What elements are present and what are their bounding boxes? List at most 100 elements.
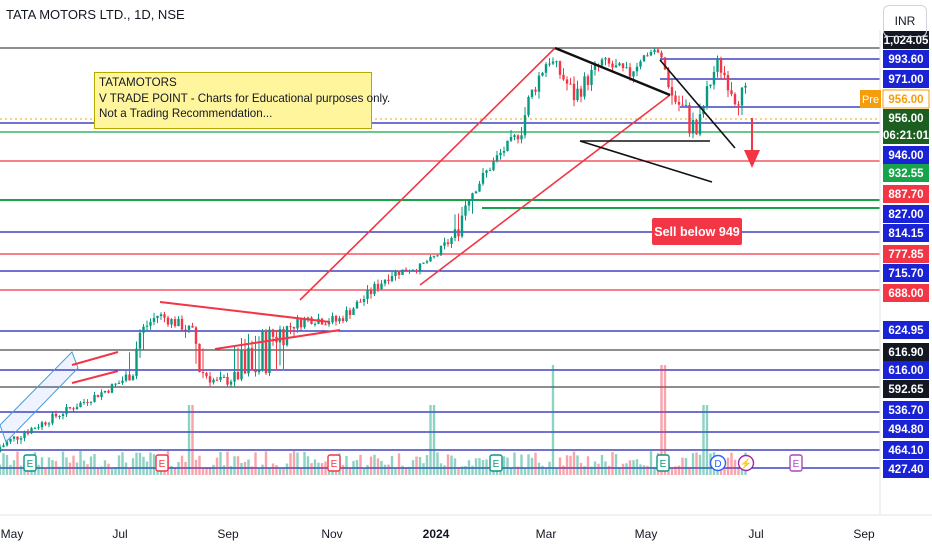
candle-body bbox=[138, 332, 142, 349]
candle-body bbox=[415, 270, 418, 272]
candle-body bbox=[635, 66, 639, 72]
volume-bar bbox=[485, 459, 488, 475]
candle-body bbox=[684, 105, 688, 107]
volume-bar bbox=[219, 451, 222, 475]
candle-body bbox=[124, 374, 128, 381]
volume-bar bbox=[621, 463, 625, 475]
volume-bar bbox=[306, 456, 310, 475]
volume-bar bbox=[674, 466, 677, 475]
volume-bar bbox=[40, 457, 44, 475]
candle-body bbox=[33, 428, 37, 430]
price-label-bg-4 bbox=[883, 109, 929, 127]
candle-body bbox=[534, 89, 537, 92]
volume-bar bbox=[19, 465, 23, 475]
volume-bar bbox=[131, 458, 135, 475]
candle-body bbox=[289, 326, 292, 328]
candle-body bbox=[51, 413, 54, 424]
candle-body bbox=[698, 114, 702, 135]
candle-body bbox=[282, 329, 285, 346]
candle-body bbox=[562, 74, 565, 80]
candle-body bbox=[355, 301, 359, 309]
candle-body bbox=[233, 372, 236, 382]
volume-bar bbox=[383, 464, 387, 475]
volume-bar bbox=[75, 462, 79, 475]
candle-body bbox=[429, 256, 432, 262]
candle-body bbox=[222, 376, 226, 378]
volume-bar bbox=[324, 461, 327, 475]
channel-upper-line bbox=[299, 47, 556, 301]
volume-bar bbox=[376, 458, 380, 475]
volume-bar bbox=[68, 462, 72, 475]
volume-bar bbox=[663, 365, 667, 475]
candle-body bbox=[271, 329, 275, 337]
volume-bar bbox=[37, 464, 40, 475]
candle-body bbox=[37, 427, 40, 429]
candle-body bbox=[383, 279, 387, 284]
candle-body bbox=[565, 79, 569, 84]
candle-body bbox=[145, 325, 149, 327]
price-label-0: 1,024.05 bbox=[884, 35, 929, 47]
price-label-bg-0 bbox=[883, 31, 929, 49]
candle-body bbox=[334, 316, 338, 322]
price-label-bg-8 bbox=[883, 185, 929, 203]
volume-bar bbox=[117, 455, 121, 475]
candle-body bbox=[303, 318, 306, 328]
x-tick-0: May bbox=[1, 527, 24, 541]
volume-bar bbox=[516, 466, 520, 475]
price-label-10: 814.15 bbox=[888, 228, 924, 240]
candle-body bbox=[103, 390, 107, 393]
falling-line bbox=[659, 59, 736, 149]
candle-body bbox=[369, 289, 373, 295]
candle-body bbox=[23, 432, 26, 439]
volume-bar bbox=[110, 468, 114, 475]
candle-body bbox=[205, 373, 208, 377]
candle-body bbox=[198, 343, 201, 373]
price-label-bg-16 bbox=[883, 361, 929, 379]
candle-body bbox=[642, 55, 646, 62]
event-marker-6 bbox=[737, 454, 755, 472]
candle-body bbox=[152, 318, 156, 322]
candle-body bbox=[674, 95, 677, 102]
volume-bar bbox=[380, 460, 383, 475]
candle-body bbox=[257, 370, 261, 373]
volume-bar bbox=[86, 464, 89, 475]
event-marker-label-7: E bbox=[793, 459, 800, 470]
candle-body bbox=[366, 289, 369, 300]
candle-body bbox=[156, 315, 159, 319]
symbol-title: TATA MOTORS LTD., 1D, NSE bbox=[6, 7, 185, 22]
candle-body bbox=[709, 84, 712, 87]
candle-body bbox=[723, 72, 726, 76]
candle-body bbox=[243, 349, 247, 374]
volume-bar bbox=[562, 465, 565, 475]
volume-bar bbox=[271, 463, 275, 475]
volume-bar bbox=[457, 466, 460, 475]
volume-bar bbox=[2, 453, 5, 475]
candle-body bbox=[432, 256, 436, 258]
rising-channel-box bbox=[0, 351, 79, 443]
candle-body bbox=[187, 325, 191, 330]
volume-bar bbox=[54, 461, 58, 475]
volume-bar bbox=[310, 463, 313, 475]
candle-body bbox=[348, 310, 352, 316]
candle-body bbox=[135, 348, 138, 376]
candle-body bbox=[614, 65, 618, 68]
candle-body bbox=[240, 349, 243, 380]
volume-bar bbox=[453, 458, 457, 475]
triangle-upper-line bbox=[159, 301, 331, 323]
candle-body bbox=[418, 263, 422, 271]
candle-body bbox=[215, 379, 219, 381]
price-label-bg-13 bbox=[883, 284, 929, 302]
candle-body bbox=[506, 140, 509, 151]
event-marker-1 bbox=[155, 454, 169, 472]
candle-body bbox=[0, 446, 2, 453]
currency-button[interactable]: INR bbox=[883, 5, 927, 37]
volume-bar bbox=[460, 466, 464, 475]
volume-bar bbox=[684, 458, 688, 475]
volume-bar bbox=[534, 452, 537, 475]
candle-body bbox=[744, 85, 747, 88]
volume-bar bbox=[548, 461, 551, 475]
candle-body bbox=[569, 83, 572, 85]
price-label-14: 624.95 bbox=[888, 325, 924, 337]
volume-bar bbox=[226, 451, 229, 475]
